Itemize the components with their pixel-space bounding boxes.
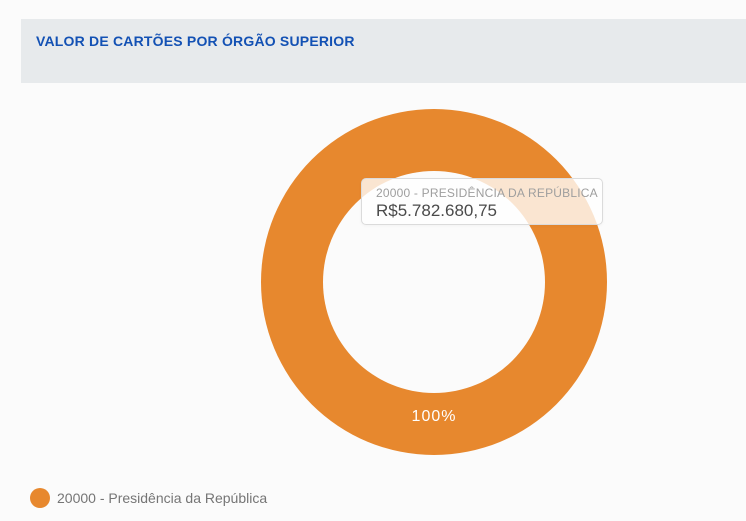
legend-item-label: 20000 - Presidência da República bbox=[57, 490, 268, 506]
slice-percent-label: 100% bbox=[411, 408, 457, 425]
legend-marker-icon bbox=[30, 488, 50, 508]
tooltip-series-label: 20000 - PRESIDÊNCIA DA REPÚBLICA bbox=[376, 186, 598, 200]
donut-slice-20000[interactable]: 100% bbox=[261, 109, 607, 455]
tooltip-value: R$5.782.680,75 bbox=[376, 201, 497, 220]
panel-header: VALOR DE CARTÕES POR ÓRGÃO SUPERIOR bbox=[21, 19, 746, 83]
panel-title: VALOR DE CARTÕES POR ÓRGÃO SUPERIOR bbox=[36, 33, 355, 49]
legend-item-20000[interactable]: 20000 - Presidência da República bbox=[30, 488, 267, 508]
chart-tooltip: 20000 - PRESIDÊNCIA DA REPÚBLICA R$5.782… bbox=[361, 178, 603, 225]
